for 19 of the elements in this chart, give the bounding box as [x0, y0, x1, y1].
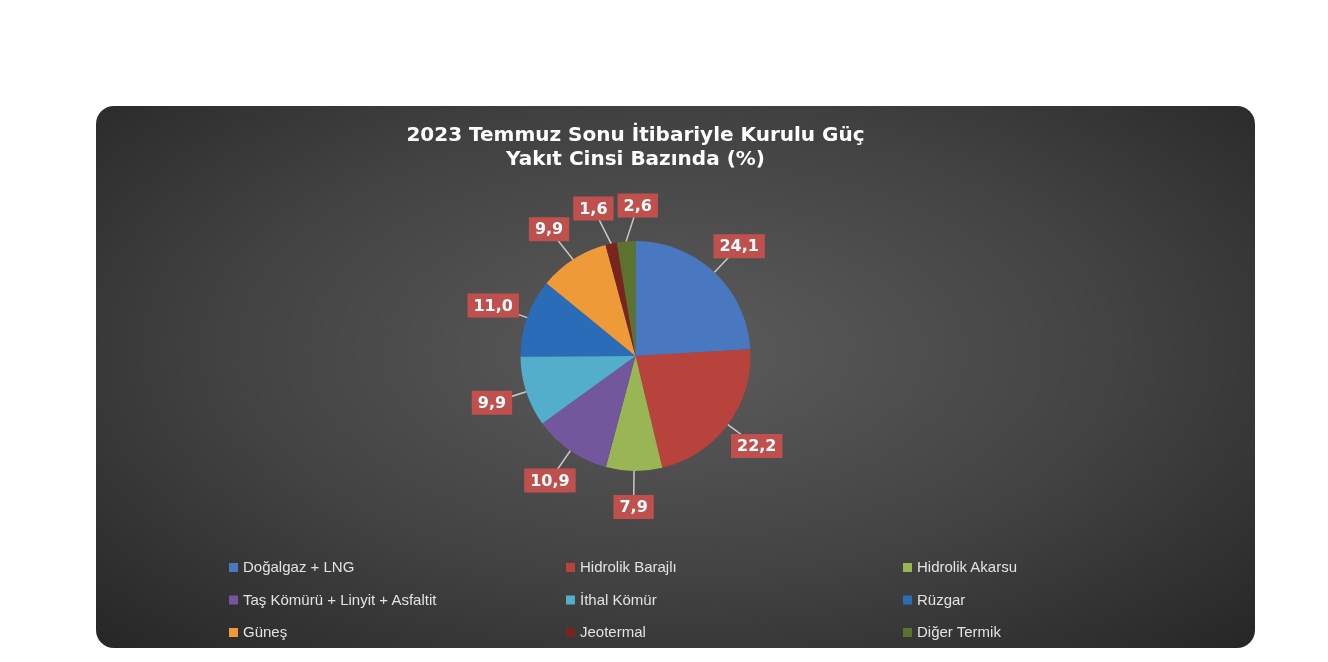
legend-label: Rüzgar [917, 590, 966, 608]
data-label: 10,9 [530, 470, 570, 490]
data-label: 2,6 [623, 195, 652, 215]
data-label: 9,9 [534, 219, 564, 239]
data-label: 1,6 [579, 198, 608, 218]
data-label: 7,9 [619, 497, 648, 517]
data-label: 9,9 [477, 393, 507, 412]
data-label: 11,0 [473, 295, 513, 315]
chart-title: 2023 Temmuz Sonu İtibariyle Kurulu Güç Yakıt Cinsi Bazında (%) [406, 122, 865, 171]
legend-label: Doğalgaz + LNG [243, 558, 355, 576]
legend-label: Diğer Termik [917, 623, 1002, 641]
legend-label: İthal Kömür [580, 590, 657, 608]
data-label: 22,2 [736, 436, 777, 456]
legend-label: Taş Kömürü + Linyit + Asfaltit [243, 590, 438, 608]
legend-label: Güneş [243, 623, 288, 641]
data-label: 24,1 [719, 236, 759, 256]
legend-label: Hidrolik Barajlı [580, 558, 677, 576]
legend-label: Jeotermal [580, 623, 646, 641]
legend-label: Hidrolik Akarsu [917, 558, 1018, 576]
